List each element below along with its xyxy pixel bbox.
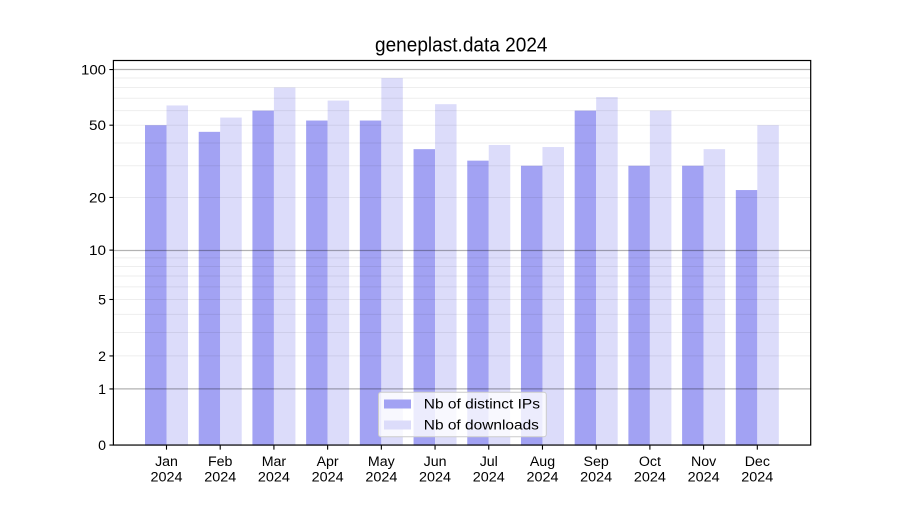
svg-text:2024: 2024 <box>688 470 720 486</box>
svg-text:2024: 2024 <box>151 470 183 486</box>
svg-text:0: 0 <box>98 438 106 454</box>
svg-text:2024: 2024 <box>473 470 505 486</box>
svg-text:2024: 2024 <box>312 470 344 486</box>
svg-text:Nb of downloads: Nb of downloads <box>424 417 539 433</box>
svg-text:20: 20 <box>89 190 106 206</box>
svg-text:Jun: Jun <box>424 454 447 470</box>
svg-text:Nov: Nov <box>691 454 717 470</box>
svg-text:2024: 2024 <box>419 470 451 486</box>
svg-text:geneplast.data 2024: geneplast.data 2024 <box>375 34 548 57</box>
svg-text:May: May <box>368 454 396 470</box>
svg-text:Sep: Sep <box>584 454 609 470</box>
svg-text:2024: 2024 <box>258 470 290 486</box>
svg-text:2024: 2024 <box>365 470 397 486</box>
svg-text:2: 2 <box>98 349 106 365</box>
svg-text:2024: 2024 <box>741 470 773 486</box>
svg-text:1: 1 <box>98 382 106 398</box>
svg-text:Nb of distinct IPs: Nb of distinct IPs <box>424 397 540 413</box>
svg-text:Aug: Aug <box>530 454 555 470</box>
svg-text:10: 10 <box>89 243 106 259</box>
svg-text:2024: 2024 <box>526 470 558 486</box>
svg-text:Dec: Dec <box>745 454 770 470</box>
svg-text:Jul: Jul <box>480 454 498 470</box>
svg-text:2024: 2024 <box>580 470 612 486</box>
svg-text:Feb: Feb <box>208 454 233 470</box>
svg-text:50: 50 <box>89 118 106 134</box>
svg-text:Mar: Mar <box>262 454 287 470</box>
svg-text:5: 5 <box>98 292 106 308</box>
svg-text:100: 100 <box>81 62 106 78</box>
svg-text:2024: 2024 <box>634 470 666 486</box>
svg-text:Jan: Jan <box>155 454 178 470</box>
svg-text:Oct: Oct <box>639 454 661 470</box>
svg-text:2024: 2024 <box>204 470 236 486</box>
svg-text:Apr: Apr <box>317 454 339 470</box>
